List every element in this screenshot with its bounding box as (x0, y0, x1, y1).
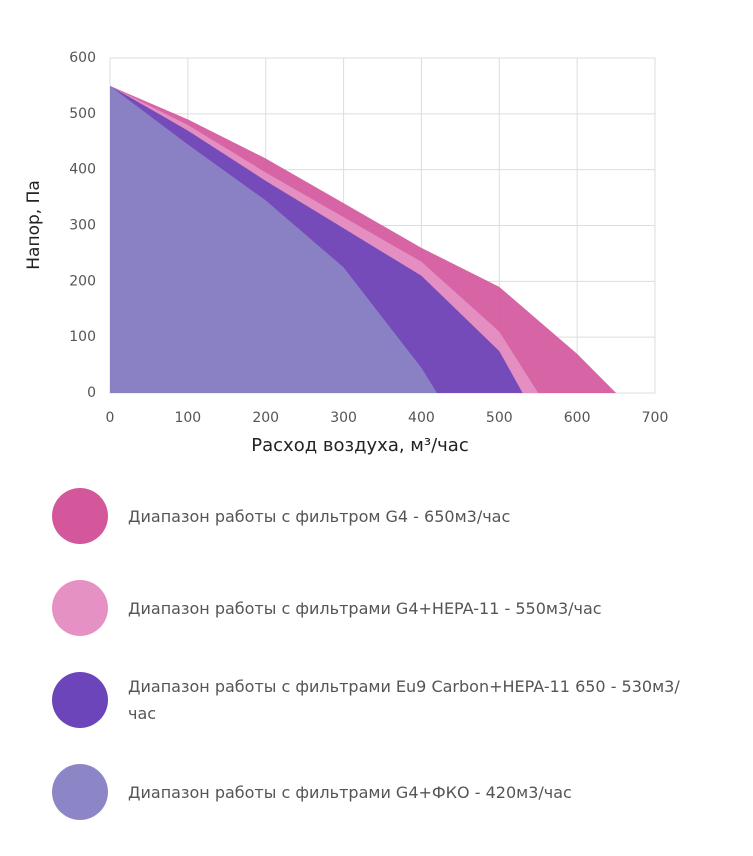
legend-swatch (52, 580, 108, 636)
y-tick-label: 400 (69, 162, 96, 178)
x-tick-label: 700 (642, 410, 669, 426)
legend: Диапазон работы с фильтром G4 - 650м3/ча… (52, 488, 712, 856)
area (110, 85, 437, 394)
legend-swatch (52, 764, 108, 820)
y-tick-label: 300 (69, 218, 96, 234)
x-axis-label: Расход воздуха, м³/час (251, 435, 468, 456)
y-tick-label: 500 (69, 106, 96, 122)
x-tick-label: 0 (106, 410, 115, 426)
legend-item: Диапазон работы с фильтрами G4+ФКО - 420… (52, 764, 712, 820)
x-tick-label: 200 (252, 410, 279, 426)
x-tick-label: 400 (408, 410, 435, 426)
x-tick-label: 500 (486, 410, 513, 426)
legend-swatch (52, 488, 108, 544)
legend-label: Диапазон работы с фильтром G4 - 650м3/ча… (128, 506, 511, 526)
y-tick-label: 100 (69, 329, 96, 345)
legend-label: Диапазон работы с фильтрами G4+HEPA-11 -… (128, 598, 602, 618)
legend-item: Диапазон работы с фильтрами G4+HEPA-11 -… (52, 580, 712, 636)
legend-label: Диапазон работы с фильтрами G4+ФКО - 420… (128, 782, 572, 802)
chart: Напор, Па Расход воздуха, м³/час 0 100 200… (24, 50, 669, 456)
y-tick-label: 600 (69, 50, 96, 66)
legend-label: Диапазон работы с фильтрами Eu9 Carbon+H… (128, 677, 680, 723)
legend-item: Диапазон работы с фильтрами Eu9 Carbon+H… (52, 672, 712, 728)
y-tick-label: 0 (87, 385, 96, 401)
legend-swatch (52, 672, 108, 728)
legend-item: Диапазон работы с фильтром G4 - 650м3/ча… (52, 488, 712, 544)
x-tick-label: 300 (330, 410, 357, 426)
y-tick-label: 200 (69, 273, 96, 289)
x-tick-label: 100 (174, 410, 201, 426)
y-axis-label: Напор, Па (24, 180, 44, 270)
x-tick-label: 600 (564, 410, 591, 426)
